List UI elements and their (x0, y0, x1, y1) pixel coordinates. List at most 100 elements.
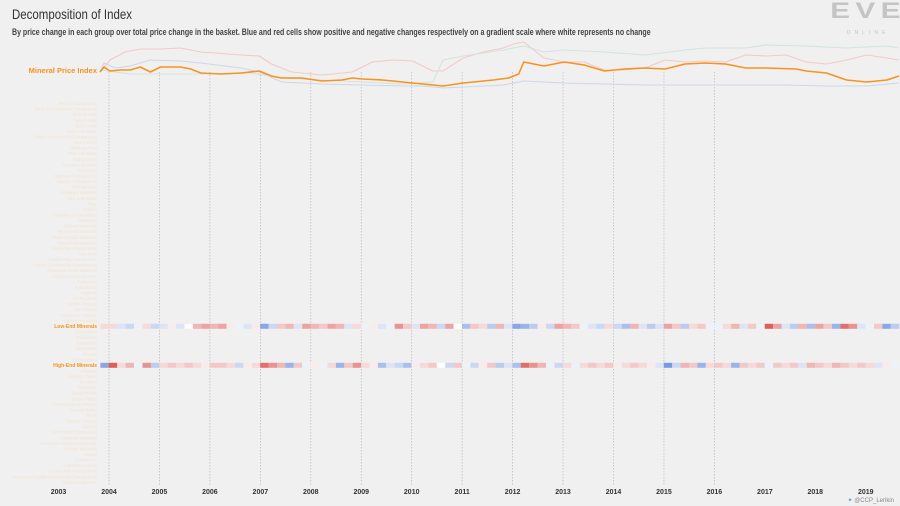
heatmap-cell (857, 362, 866, 368)
heatmap-cell (638, 362, 648, 368)
heatmap-cell (630, 323, 639, 329)
row-label: Starbase Components (54, 174, 97, 179)
heatmap-cell (697, 362, 706, 368)
heatmap-cell (403, 323, 412, 329)
row-label: Ancient Salvage (66, 419, 98, 424)
heatmap-cell (478, 362, 488, 368)
series-line-other-groups (99, 44, 900, 85)
series-line-high-end-minerals (99, 59, 900, 89)
row-label: Abyssal Filaments (62, 480, 97, 485)
x-tick-label: 2016 (707, 489, 723, 496)
x-tick-label: 2013 (555, 489, 571, 496)
heatmap-cell (176, 323, 185, 329)
heatmap-cell (747, 362, 757, 368)
heatmap-cell (672, 362, 681, 368)
heatmap-cell (764, 323, 774, 329)
heatmap-cell (277, 362, 286, 368)
heatmap-cell (184, 323, 193, 329)
heatmap-cell (209, 323, 219, 329)
heatmap-cell (798, 323, 807, 329)
heatmap-cell (815, 362, 824, 368)
row-label: Planetary Commodities (53, 213, 97, 218)
heatmap-cell (453, 323, 463, 329)
heatmap-cell (596, 323, 605, 329)
x-tick-label: 2012 (505, 489, 521, 496)
heatmap-cell (394, 323, 404, 329)
row-label: Capital Construction Components (33, 263, 97, 268)
heatmap-cell (462, 323, 471, 329)
heatmap-cell (310, 362, 320, 368)
heatmap-cell (268, 362, 278, 368)
heatmap-cell (882, 323, 891, 329)
row-label: Ore & Ice (79, 251, 98, 256)
heatmap-cell (663, 323, 673, 329)
row-label: Tech I Construction Components (35, 135, 97, 140)
heatmap-cell (655, 323, 664, 329)
heatmap-cell (142, 362, 151, 368)
heatmap-cell (588, 362, 597, 368)
row-label: Advanced Moon Materials (47, 268, 97, 273)
heatmap-cell (604, 362, 614, 368)
heatmap-cell (798, 362, 807, 368)
heatmap-cell (705, 362, 715, 368)
heatmap-cell (386, 362, 395, 368)
row-label: Implants (81, 290, 97, 295)
heatmap-cell (394, 362, 404, 368)
heatmap-cell (226, 323, 236, 329)
heatmap-cell (260, 323, 269, 329)
row-label: Tech I Ships (74, 140, 97, 145)
heatmap-cell (167, 362, 177, 368)
heatmap-cell (554, 362, 563, 368)
heatmap-cell (840, 323, 849, 329)
heatmap-cell (806, 362, 816, 368)
heatmap-cell (487, 362, 496, 368)
row-label: Drones (83, 352, 97, 357)
x-tick-label: 2018 (808, 489, 824, 496)
heatmap-cell (705, 323, 715, 329)
heatmap-cell (613, 362, 622, 368)
heatmap-cell (125, 323, 135, 329)
row-label: Polymers (79, 218, 97, 223)
row-label: Structure Modules (62, 162, 97, 167)
heatmap-cell (218, 323, 227, 329)
heatmap-cell (226, 362, 236, 368)
heatmap-cell (680, 362, 690, 368)
heatmap-cell (596, 362, 605, 368)
heatmap-cell (369, 362, 378, 368)
heatmap-cell (520, 362, 530, 368)
heatmap-cell (647, 323, 656, 329)
row-label: Rigs & Modules (67, 196, 97, 201)
heatmap-cell (411, 323, 420, 329)
logo-sub: ONLINE (846, 30, 890, 36)
heatmap-cell (134, 362, 143, 368)
heatmap-cell (722, 323, 732, 329)
heatmap-cell (277, 323, 286, 329)
row-label: Boosters (80, 380, 97, 385)
heatmap-cell (159, 323, 168, 329)
heatmap-cell (100, 323, 109, 329)
heatmap-cell (478, 323, 488, 329)
row-label: Ammunition & Charges (53, 402, 97, 407)
heatmap-cell (352, 323, 362, 329)
heatmap-cell (235, 362, 244, 368)
heatmap-cell (672, 323, 681, 329)
heatmap-cell (428, 323, 437, 329)
twitter-bird-icon: ✦ (847, 498, 853, 504)
heatmap-cell (874, 323, 883, 329)
row-label: Tech III Subsystem Components (35, 107, 97, 112)
heatmap-cell (192, 323, 202, 329)
x-tick-label: 2009 (353, 489, 369, 496)
eve-online-logo: EVE ONLINE (830, 0, 900, 39)
heatmap-cell (462, 362, 471, 368)
heatmap-cell (201, 362, 210, 368)
heatmap-cell (604, 323, 614, 329)
heatmap-cell (546, 362, 555, 368)
heatmap-cell (638, 323, 648, 329)
heatmap-cell (823, 323, 833, 329)
heatmap-cell (890, 362, 900, 368)
row-label: Armor Plates (72, 396, 97, 401)
credit-handle: @CCP_Lerikin (854, 498, 894, 504)
heatmap-cell (411, 362, 420, 368)
heatmap-cell (436, 362, 446, 368)
heatmap-cell (344, 323, 353, 329)
